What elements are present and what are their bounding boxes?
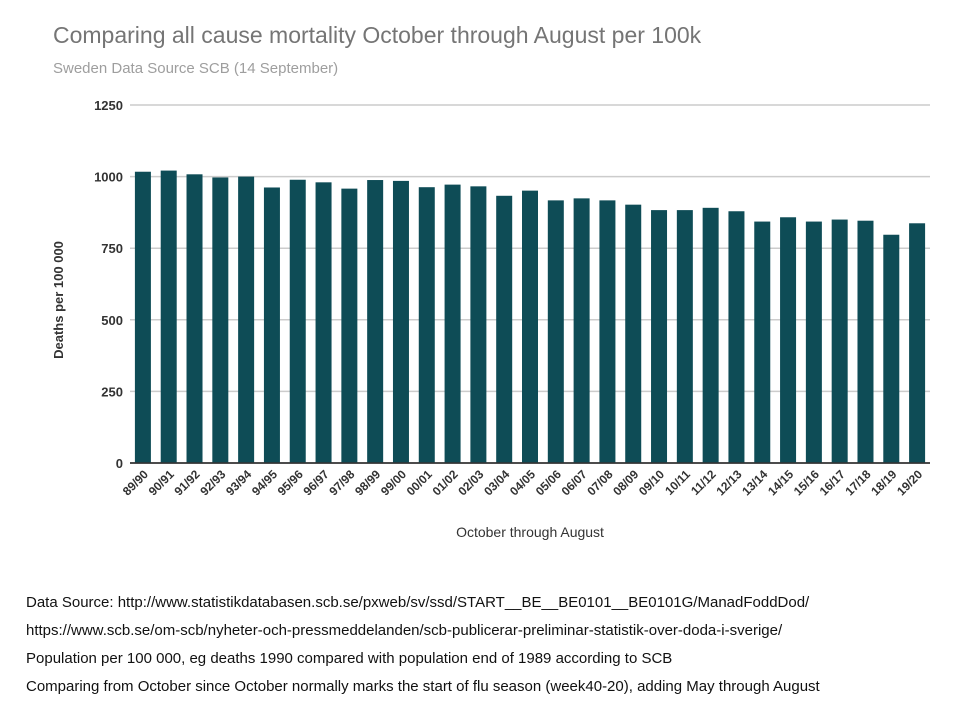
bar	[909, 223, 926, 463]
x-tick-label: 08/09	[610, 467, 641, 498]
y-tick-label: 1250	[94, 98, 123, 113]
bars	[130, 170, 930, 464]
x-tick-label: 99/00	[378, 467, 409, 498]
note-flu-season: Comparing from October since October nor…	[26, 678, 820, 695]
y-axis-label: Deaths per 100 000	[51, 241, 66, 359]
x-tick-label: 11/12	[688, 467, 719, 498]
x-axis-label: October through August	[456, 524, 604, 540]
x-tick-label: 00/01	[404, 467, 435, 498]
bar	[625, 204, 642, 463]
bar	[392, 180, 409, 463]
bar	[444, 184, 461, 463]
x-tick-label: 91/92	[172, 467, 203, 498]
bar	[186, 174, 203, 463]
bar	[470, 186, 487, 464]
x-tick-label: 96/97	[301, 467, 332, 498]
source-notes: Data Source: http://www.statistikdatabas…	[26, 589, 956, 701]
x-tick-label: 06/07	[559, 467, 590, 498]
x-tick-label: 92/93	[197, 467, 228, 498]
bar	[831, 219, 848, 463]
x-tick-labels: 89/9090/9191/9292/9393/9494/9595/9696/97…	[120, 467, 926, 498]
x-tick-label: 03/04	[481, 467, 512, 498]
x-tick-label: 07/08	[584, 467, 615, 498]
y-tick-label: 1000	[94, 170, 123, 185]
bar	[263, 187, 280, 463]
x-tick-label: 10/11	[662, 467, 693, 498]
bar	[780, 217, 797, 463]
bar	[599, 200, 616, 463]
x-tick-label: 98/99	[352, 467, 383, 498]
x-tick-label: 16/17	[817, 467, 848, 498]
bar	[160, 170, 177, 463]
x-tick-label: 05/06	[533, 467, 564, 498]
x-tick-label: 15/16	[791, 467, 822, 498]
bar	[547, 200, 564, 463]
y-tick-label: 250	[101, 384, 123, 399]
bar	[238, 176, 255, 463]
bar	[728, 211, 745, 463]
x-tick-label: 89/90	[120, 467, 151, 498]
y-tick-label: 0	[116, 456, 123, 471]
x-tick-label: 19/20	[894, 467, 925, 498]
bar	[651, 210, 668, 463]
bar	[857, 220, 874, 463]
y-tick-labels: 0 250 500 750 1000 1250	[94, 98, 123, 471]
x-tick-label: 14/15	[765, 467, 796, 498]
x-tick-label: 13/14	[739, 467, 770, 498]
x-tick-label: 93/94	[223, 467, 254, 498]
x-tick-label: 04/05	[507, 467, 538, 498]
bar	[676, 210, 693, 463]
x-tick-label: 95/96	[275, 467, 306, 498]
x-tick-label: 90/91	[146, 467, 177, 498]
bar	[289, 179, 306, 463]
x-tick-label: 02/03	[455, 467, 486, 498]
x-tick-label: 97/98	[326, 467, 357, 498]
bar	[883, 234, 900, 463]
bar	[702, 207, 719, 463]
y-tick-label: 500	[101, 313, 123, 328]
bar	[315, 182, 332, 463]
note-population: Population per 100 000, eg deaths 1990 c…	[26, 650, 673, 667]
x-tick-label: 01/02	[430, 467, 461, 498]
bar	[212, 177, 229, 463]
bar	[573, 198, 590, 463]
chart-title: Comparing all cause mortality October th…	[53, 22, 702, 48]
note-data-source: Data Source: http://www.statistikdatabas…	[26, 594, 810, 611]
bar	[134, 171, 151, 463]
x-tick-label: 17/18	[842, 467, 873, 498]
bar	[522, 190, 538, 463]
bar	[341, 188, 358, 464]
bar	[496, 195, 513, 463]
x-tick-label: 94/95	[249, 467, 280, 498]
chart-subtitle: Sweden Data Source SCB (14 September)	[53, 60, 339, 77]
x-tick-label: 18/19	[868, 467, 899, 498]
bar	[805, 221, 822, 463]
y-tick-label: 750	[101, 241, 123, 256]
x-tick-label: 12/13	[713, 467, 744, 498]
x-tick-label: 09/10	[636, 467, 667, 498]
bar	[418, 187, 435, 464]
bar	[754, 221, 771, 463]
bar	[367, 180, 384, 463]
note-scb-link: https://www.scb.se/om-scb/nyheter-och-pr…	[26, 622, 783, 639]
